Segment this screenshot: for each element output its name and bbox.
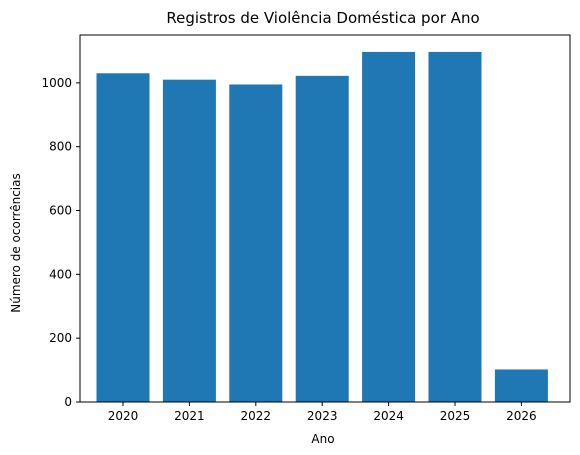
bar-2026 <box>494 369 548 402</box>
bar-2022 <box>229 84 283 403</box>
y-axis-label: Número de ocorrências <box>9 173 23 313</box>
x-tick-label-2022: 2022 <box>241 409 272 423</box>
plot-area <box>96 51 548 403</box>
x-tick-label-2026: 2026 <box>506 409 537 423</box>
y-tick-label-0: 0 <box>64 395 72 409</box>
y-tick-label-1000: 1000 <box>41 76 72 90</box>
x-tick-label-2025: 2025 <box>440 409 471 423</box>
plot-frame <box>79 34 571 403</box>
x-tick-label-2021: 2021 <box>174 409 205 423</box>
x-tick-label-2023: 2023 <box>307 409 338 423</box>
y-axis: 0 200 400 600 800 1000 <box>41 76 80 409</box>
bar-2024 <box>362 51 416 403</box>
x-tick-label-2020: 2020 <box>108 409 139 423</box>
x-axis: 2020 2021 2022 2023 2024 2025 2026 <box>108 402 537 423</box>
bar-2021 <box>162 79 216 403</box>
bar-2025 <box>428 51 482 403</box>
y-tick-label-800: 800 <box>49 140 72 154</box>
bar-2020 <box>96 73 150 402</box>
bar-2023 <box>295 75 349 402</box>
y-tick-label-200: 200 <box>49 331 72 345</box>
chart-title: Registros de Violência Doméstica por Ano <box>166 9 479 27</box>
y-tick-label-600: 600 <box>49 204 72 218</box>
x-tick-label-2024: 2024 <box>373 409 404 423</box>
y-tick-label-400: 400 <box>49 267 72 281</box>
x-axis-label: Ano <box>311 432 334 446</box>
